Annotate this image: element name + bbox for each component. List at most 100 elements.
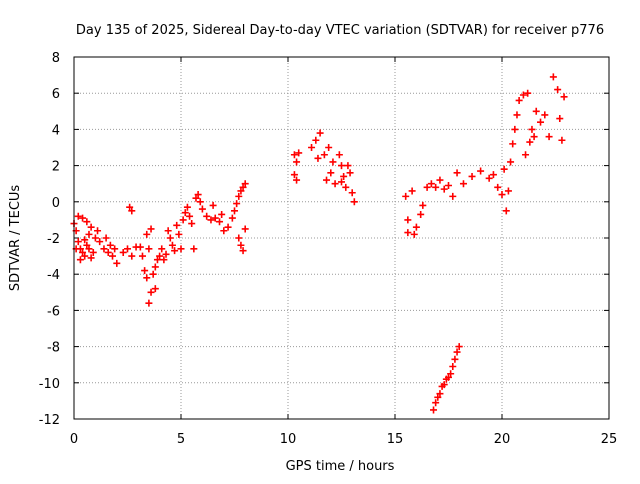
data-point-marker	[192, 194, 200, 202]
data-point-marker	[156, 252, 164, 260]
data-point-marker	[119, 248, 127, 256]
data-point-marker	[427, 180, 435, 188]
data-point-marker	[147, 225, 155, 233]
data-point-marker	[100, 245, 108, 253]
data-point-marker	[89, 248, 97, 256]
data-point-marker	[342, 183, 350, 191]
x-tick-label: 5	[177, 432, 185, 447]
data-point-marker	[239, 183, 247, 191]
data-point-marker	[434, 393, 442, 401]
data-point-marker	[335, 151, 343, 159]
data-point-marker	[545, 133, 553, 141]
data-point-marker	[440, 381, 448, 389]
x-tick-label: 10	[280, 432, 297, 447]
data-point-marker	[290, 151, 298, 159]
data-point-marker	[76, 256, 84, 264]
data-point-marker	[74, 238, 82, 246]
data-point-marker	[477, 167, 485, 175]
data-point-marker	[350, 198, 358, 206]
data-point-marker	[166, 234, 174, 242]
data-point-marker	[106, 241, 114, 249]
data-point-marker	[128, 252, 136, 260]
data-point-marker	[124, 245, 131, 253]
data-point-marker	[81, 252, 89, 260]
data-point-marker	[171, 247, 179, 255]
data-point-marker	[455, 343, 463, 351]
data-point-marker	[149, 270, 157, 278]
data-point-marker	[87, 254, 95, 262]
data-point-marker	[113, 259, 121, 267]
data-point-marker	[181, 209, 189, 217]
data-point-marker	[432, 183, 440, 191]
y-axis-label: SDTVAR / TECUs	[8, 185, 23, 292]
data-point-marker	[216, 218, 224, 226]
chart-title: Day 135 of 2025, Sidereal Day-to-day VTE…	[76, 23, 604, 38]
y-tick-labels: -12 -10 -8 -6 -4 -2 0 2 4 6 8	[39, 51, 60, 428]
data-point-marker	[432, 399, 440, 407]
data-point-marker	[430, 406, 438, 414]
x-axis-label: GPS time / hours	[286, 459, 395, 474]
data-point-marker	[560, 93, 568, 101]
data-point-marker	[423, 183, 431, 191]
data-point-marker	[235, 234, 243, 242]
data-point-marker	[196, 198, 204, 206]
data-point-marker	[502, 207, 510, 215]
data-point-marker	[239, 247, 247, 255]
y-tick-label: 2	[52, 160, 60, 175]
data-point-marker	[507, 158, 515, 166]
data-point-marker	[235, 192, 243, 200]
data-point-marker	[203, 212, 211, 220]
data-point-marker	[513, 111, 521, 119]
x-tick-label: 0	[70, 432, 78, 447]
y-tick-label: 6	[52, 87, 60, 102]
data-point-marker	[194, 191, 202, 199]
data-point-marker	[524, 89, 532, 97]
data-point-marker	[79, 214, 87, 222]
data-point-marker	[453, 348, 461, 356]
data-point-marker	[459, 180, 467, 188]
data-point-marker	[408, 187, 416, 195]
data-point-marker	[511, 125, 519, 133]
data-point-marker	[549, 73, 557, 81]
data-point-marker	[224, 223, 232, 231]
data-point-marker	[440, 185, 448, 193]
data-point-marker	[102, 234, 110, 242]
data-point-marker	[162, 250, 170, 258]
data-points	[70, 73, 568, 414]
data-point-marker	[94, 227, 102, 235]
axis-ticks	[73, 56, 610, 420]
x-tick-labels: 0 5 10 15 20 25	[70, 432, 617, 447]
data-point-marker	[153, 256, 161, 264]
data-point-marker	[410, 230, 418, 238]
y-tick-label: -12	[39, 413, 60, 428]
data-point-marker	[451, 355, 459, 363]
data-point-marker	[74, 212, 82, 220]
data-point-marker	[530, 133, 538, 141]
data-point-marker	[209, 201, 217, 209]
data-point-marker	[556, 115, 564, 123]
data-point-marker	[558, 136, 566, 144]
data-point-marker	[445, 182, 452, 190]
data-point-marker	[522, 151, 530, 159]
data-point-marker	[138, 252, 146, 260]
data-point-marker	[445, 373, 452, 381]
data-point-marker	[338, 178, 345, 186]
data-point-marker	[158, 245, 166, 253]
data-point-marker	[188, 220, 196, 228]
data-point-marker	[541, 111, 549, 119]
data-point-marker	[323, 176, 331, 184]
data-point-marker	[83, 241, 91, 249]
data-point-marker	[228, 214, 236, 222]
data-point-marker	[329, 158, 337, 166]
y-tick-label: -10	[39, 377, 60, 392]
data-point-marker	[231, 207, 238, 215]
data-point-marker	[308, 144, 316, 151]
data-point-marker	[218, 210, 226, 218]
y-tick-label: 8	[52, 51, 60, 66]
data-point-marker	[449, 363, 457, 371]
data-point-marker	[453, 169, 461, 177]
data-point-marker	[183, 203, 191, 211]
data-point-marker	[145, 299, 153, 307]
data-point-marker	[340, 172, 348, 180]
data-point-marker	[338, 162, 345, 170]
